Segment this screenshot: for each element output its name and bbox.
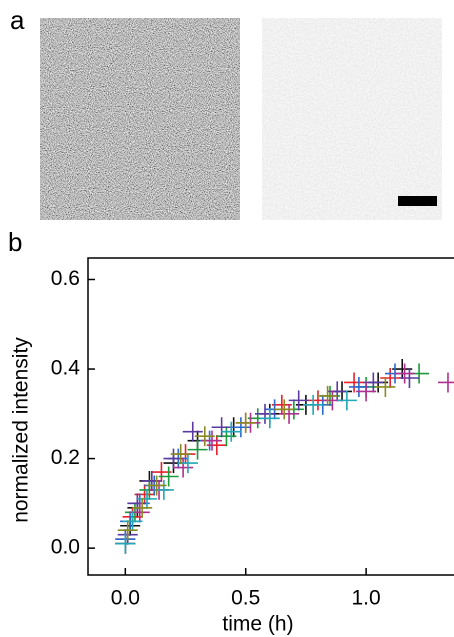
data-point (117, 520, 138, 541)
data-point (254, 403, 275, 424)
data-point (194, 426, 215, 447)
data-point (394, 363, 415, 384)
data-point (336, 390, 357, 411)
image-left (40, 18, 240, 220)
data-point (221, 421, 242, 442)
data-point (274, 399, 295, 420)
y-tick-label: 0.2 (51, 446, 80, 469)
y-tick-label: 0.4 (51, 357, 81, 380)
panel-label: a (10, 5, 25, 35)
data-point (136, 488, 157, 509)
data-point (437, 372, 454, 393)
x-axis-label: time (h) (222, 613, 293, 636)
data-point (170, 444, 191, 465)
data-point (127, 493, 148, 514)
data-point (187, 439, 208, 460)
data-point (211, 417, 232, 438)
x-tick-label: 1.0 (352, 587, 381, 610)
data-point (303, 394, 324, 415)
data-point (356, 381, 377, 402)
data-point (399, 367, 420, 388)
scale-bar (398, 196, 437, 206)
y-axis-label: normalized intensity (10, 337, 33, 523)
data-point (235, 412, 256, 433)
plot-frame (87, 257, 454, 576)
plot (87, 257, 454, 576)
data-point (158, 466, 179, 487)
data-point (115, 533, 136, 554)
image-right (262, 18, 442, 220)
data-point (327, 381, 348, 402)
data-point (216, 426, 237, 447)
data-point (146, 475, 167, 496)
x-tick-label: 0.0 (111, 587, 140, 610)
x-tick-label: 0.5 (231, 587, 260, 610)
data-point (259, 408, 280, 429)
data-point (375, 376, 396, 397)
panel-label: b (8, 227, 22, 257)
data-point (182, 421, 203, 442)
data-point (279, 403, 300, 424)
data-point (122, 511, 143, 532)
y-tick-label: 0.0 (51, 536, 80, 559)
data-point (230, 417, 251, 438)
data-point (132, 497, 153, 518)
data-point (173, 457, 194, 478)
data-point (288, 390, 309, 411)
y-tick-label: 0.6 (51, 267, 80, 290)
data-point (344, 372, 365, 393)
data-point (317, 385, 338, 406)
data-point (380, 367, 401, 388)
